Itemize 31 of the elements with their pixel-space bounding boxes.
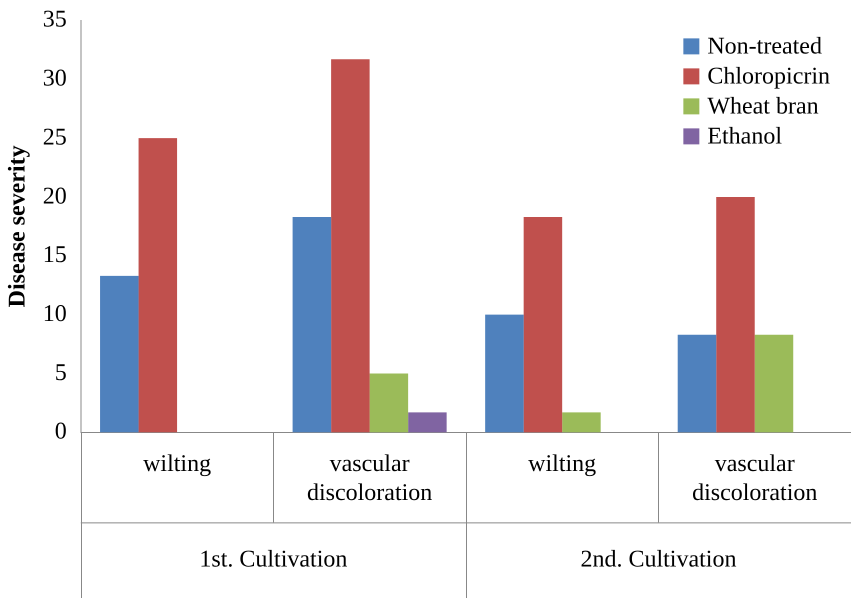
text: 2nd. Cultivation xyxy=(580,546,736,573)
bar xyxy=(485,314,524,432)
y-tick-label: 0 xyxy=(54,418,67,445)
y-tick-label: 5 xyxy=(54,360,67,386)
legend-label: Chloropicrin xyxy=(707,64,830,90)
x-tick-label: vascular discoloration xyxy=(306,451,432,506)
bar xyxy=(678,334,716,432)
y-tick-label: 15 xyxy=(42,242,67,268)
bar xyxy=(100,276,139,432)
bar xyxy=(754,334,794,432)
bar xyxy=(138,138,178,432)
x-tick-label: wilting xyxy=(528,451,596,478)
text: 1st. Cultivation xyxy=(199,546,348,573)
legend-label: Ethanol xyxy=(707,124,782,150)
bar xyxy=(716,196,755,432)
legend-label: Wheat bran xyxy=(707,94,819,120)
y-tick-label: 30 xyxy=(42,66,67,92)
y-tick-label: 25 xyxy=(42,124,67,150)
bar xyxy=(524,216,562,432)
y-tick-label: 10 xyxy=(42,300,67,327)
bar xyxy=(292,216,332,432)
bar xyxy=(562,412,601,432)
y-tick-label: 35 xyxy=(42,6,67,33)
x-tick-label: wilting xyxy=(143,451,212,478)
bar xyxy=(370,374,408,432)
y-axis-title: Disease severity xyxy=(4,145,31,308)
bar xyxy=(331,59,370,432)
bar xyxy=(408,412,447,432)
legend-label: Non-treated xyxy=(707,34,822,60)
y-tick-label: 20 xyxy=(42,183,67,210)
x-tick-label: vascular discoloration xyxy=(692,451,818,506)
